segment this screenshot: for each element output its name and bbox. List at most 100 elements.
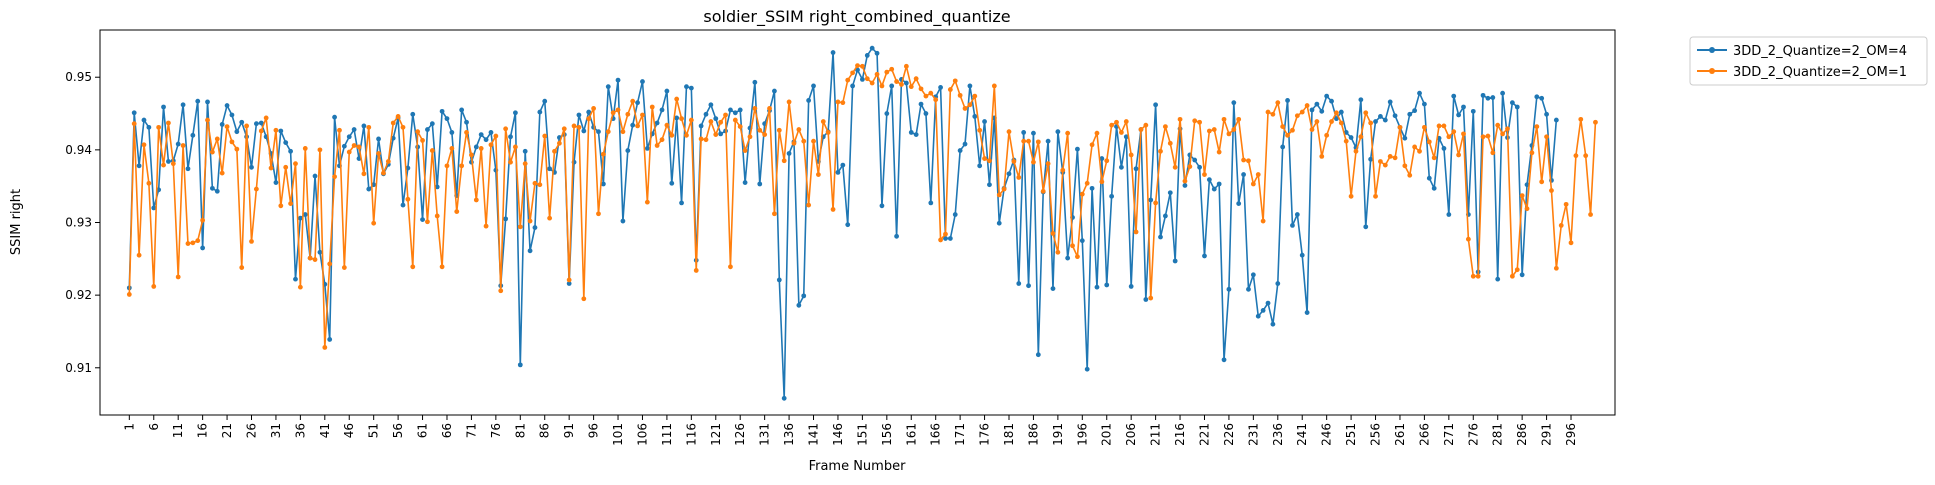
data-point — [1285, 132, 1290, 138]
data-point — [527, 248, 533, 254]
data-point — [1050, 286, 1056, 291]
x-tick-label: 231 — [1246, 423, 1260, 446]
data-point — [1461, 131, 1466, 137]
data-point — [640, 112, 645, 118]
data-point — [1378, 159, 1383, 164]
data-point — [478, 146, 484, 151]
data-point — [791, 140, 797, 146]
data-point — [1465, 236, 1471, 242]
data-point — [1143, 122, 1149, 128]
data-point — [1094, 130, 1100, 136]
x-tick-label: 101 — [611, 423, 625, 446]
data-point — [327, 337, 333, 342]
data-point — [1001, 186, 1007, 192]
data-point — [1329, 119, 1334, 124]
data-point — [845, 77, 851, 83]
data-point — [1402, 163, 1408, 169]
data-point — [1226, 131, 1232, 137]
data-point — [239, 119, 245, 125]
data-point — [1441, 146, 1447, 151]
data-point — [947, 87, 953, 92]
x-tick-label: 291 — [1540, 423, 1554, 446]
data-point — [874, 71, 880, 77]
data-point — [1187, 164, 1193, 169]
data-point — [405, 196, 411, 202]
data-point — [684, 84, 689, 90]
data-point — [913, 132, 919, 138]
data-point — [1431, 185, 1437, 191]
data-point — [737, 107, 743, 113]
data-point — [943, 231, 948, 237]
data-point — [728, 264, 733, 270]
data-point — [1153, 200, 1159, 206]
data-point — [1192, 157, 1198, 163]
data-point — [190, 240, 196, 246]
data-point — [239, 265, 245, 270]
data-point — [405, 165, 411, 171]
data-point — [439, 264, 445, 270]
data-point — [899, 82, 904, 87]
x-tick-label: 186 — [1026, 423, 1040, 446]
x-tick-label: 71 — [464, 423, 478, 438]
data-point — [801, 138, 807, 144]
data-point — [620, 218, 626, 224]
legend: 3DD_2_Quantize=2_OM=4 3DD_2_Quantize=2_O… — [1689, 36, 1928, 86]
x-tick-label: 281 — [1491, 423, 1505, 446]
data-point — [1246, 158, 1251, 164]
data-point — [385, 159, 391, 164]
data-point — [136, 252, 142, 258]
x-tick-label: 171 — [953, 423, 967, 446]
data-point — [1070, 243, 1075, 249]
x-tick-label: 221 — [1197, 423, 1211, 446]
data-point — [552, 148, 557, 154]
data-point — [1280, 144, 1286, 150]
data-point — [302, 146, 308, 151]
data-point — [1241, 172, 1246, 177]
data-point — [635, 100, 640, 106]
data-point — [1216, 149, 1222, 155]
data-point — [615, 107, 621, 113]
data-point — [600, 181, 606, 187]
data-point — [517, 362, 523, 368]
data-point — [537, 182, 543, 188]
data-point — [879, 203, 885, 209]
data-point — [210, 185, 215, 191]
data-point — [923, 93, 929, 99]
data-point — [1387, 99, 1393, 105]
data-point — [903, 80, 909, 86]
data-point — [615, 77, 621, 83]
data-point — [1206, 177, 1212, 183]
data-point — [1329, 98, 1334, 104]
data-point — [1529, 150, 1535, 156]
data-point — [855, 63, 860, 68]
x-tick-label: 86 — [538, 423, 552, 438]
data-point — [459, 163, 465, 169]
data-point — [400, 124, 406, 130]
data-point — [757, 127, 763, 133]
data-point — [1035, 352, 1041, 358]
x-tick-label: 11 — [171, 423, 185, 438]
data-point — [1348, 193, 1354, 199]
data-point — [928, 90, 934, 96]
data-point — [977, 163, 983, 169]
data-point — [322, 345, 328, 350]
data-point — [1480, 92, 1486, 98]
data-point — [473, 197, 479, 203]
data-point — [1197, 164, 1202, 170]
data-point — [1290, 223, 1295, 228]
data-point — [859, 63, 865, 69]
x-axis-label: Frame Number — [809, 459, 907, 474]
data-point — [581, 296, 587, 302]
data-point — [273, 127, 279, 133]
data-point — [1035, 139, 1041, 145]
data-point — [688, 85, 694, 91]
data-point — [923, 111, 929, 116]
data-point — [180, 102, 186, 108]
data-point — [566, 281, 572, 286]
data-point — [234, 129, 240, 135]
x-tick-label: 56 — [391, 423, 405, 438]
data-point — [532, 225, 538, 230]
data-point — [1519, 193, 1525, 199]
data-point — [542, 133, 548, 139]
